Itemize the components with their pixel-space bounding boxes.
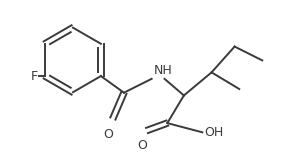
Text: O: O [137, 139, 147, 152]
Text: O: O [103, 128, 113, 141]
Text: NH: NH [154, 64, 172, 77]
Text: F: F [30, 70, 38, 83]
Text: OH: OH [204, 126, 224, 139]
